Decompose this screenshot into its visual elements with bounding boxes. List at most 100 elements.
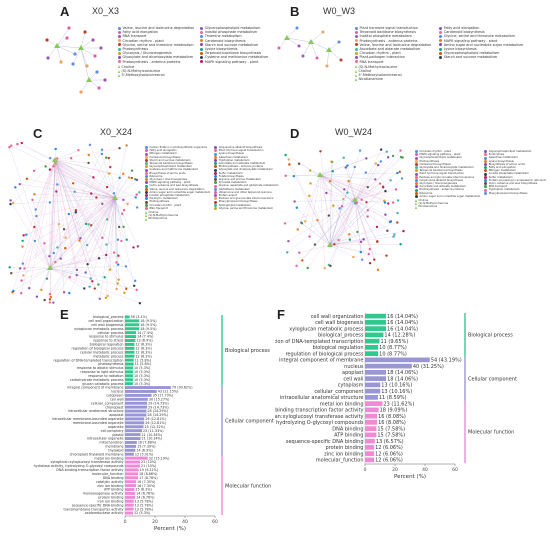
legend-dot-icon	[200, 56, 204, 60]
bar-value-label: 30 (15.27%)	[149, 397, 170, 401]
legend-item: Plant hormone signal transduction	[214, 149, 278, 153]
bar	[125, 346, 135, 350]
legend-dot-icon	[484, 150, 488, 154]
legend-item: Tryptophan metabolism	[484, 188, 546, 192]
legend-item: Ascorbate and aldarate metabolism	[415, 185, 480, 189]
legend-dot-icon	[214, 174, 218, 178]
bar-term-label: membrane-bounded organelle	[73, 421, 124, 425]
bar-value-label: 13 (6.9%)	[136, 339, 153, 343]
bar-value-label: 16 (8.08%)	[378, 414, 406, 420]
legend-item: Glycerophospholipid metabolism	[145, 165, 210, 169]
network-node	[332, 204, 335, 207]
legend-dot-icon	[145, 200, 148, 204]
bar-value-label: 15 (6.3%)	[135, 488, 152, 492]
legend-item-label: Glycolysis / Gluconeogenesis	[419, 182, 458, 186]
legend-item: Photosynthesis - antenna proteins	[118, 60, 194, 64]
network-node	[87, 153, 90, 157]
network-node	[55, 190, 58, 193]
bar-term-label: protein binding	[325, 445, 363, 451]
network-node	[125, 238, 128, 241]
compound-item: 5'-Methoxyisolariciresinol	[355, 73, 545, 77]
category-label: Molecular function	[225, 483, 271, 489]
legend-dot-icon	[484, 172, 488, 176]
network-node	[33, 192, 36, 196]
legend-item: Fatty acid elongation	[145, 149, 210, 153]
legend-item-label: Starch and sucrose metabolism	[204, 42, 259, 47]
legend-dot-icon	[439, 51, 443, 55]
bar	[365, 388, 381, 394]
network-node	[48, 292, 52, 296]
bar-term-label: DNA-binding transcription factor activit…	[275, 408, 364, 414]
bar	[125, 476, 139, 480]
bar-term-label: response to radiation	[88, 374, 123, 378]
network-node	[10, 271, 13, 275]
network-node	[20, 141, 23, 145]
legend-dot-icon	[145, 174, 148, 178]
panel-b-title: W0_W3	[323, 6, 356, 16]
bar	[125, 503, 134, 507]
legend-dot-icon	[484, 162, 488, 166]
compound-triangle-icon	[355, 78, 357, 82]
legend-item-label: Biosynthesis of amino acids	[488, 162, 525, 166]
panel-d: D W0_W24 Circadian rhythm - plant MAPK si…	[275, 120, 550, 305]
bar-value-label: 17 (8.78%)	[139, 476, 158, 480]
bar	[365, 401, 383, 406]
bar	[365, 413, 378, 419]
compound-item: (S)-N-Methylcoclaurine	[145, 214, 273, 218]
network-node	[375, 225, 379, 229]
network-node	[93, 287, 96, 290]
panel-d-label: D	[290, 126, 300, 141]
bar-term-label: intracellular membrane-bounded organelle	[52, 417, 124, 421]
network-node	[83, 287, 86, 290]
legend-dot-icon	[355, 60, 358, 64]
legend-item-label: Lysine biosynthesis	[204, 47, 238, 52]
bar-term-label: intracellular organelle	[87, 437, 124, 441]
network-node	[115, 261, 118, 264]
network-node	[91, 280, 94, 283]
network-node	[387, 202, 390, 205]
bar	[125, 393, 152, 397]
legend-item-label: Ascorbate and aldarate metabolism	[359, 47, 421, 52]
legend-item-label: Circadian rhythm - plant	[149, 203, 182, 207]
network-node	[68, 276, 71, 279]
legend-item-label: Isoquinoline alkaloid biosynthesis	[419, 178, 463, 182]
bar	[125, 397, 148, 401]
legend-item-label: Galactose metabolism	[488, 156, 518, 160]
legend-item-label: RNA transport	[488, 185, 508, 189]
bar-term-label: molecular_function	[92, 472, 124, 476]
bar-term-label: zinc ion binding	[97, 484, 123, 488]
compound-label: (S)-N-Methylcoclaurine	[418, 202, 449, 206]
compound-label: Nicotianamine	[148, 217, 168, 221]
compound-triangle-icon	[118, 73, 120, 77]
network-node	[331, 170, 334, 173]
legend-item-label: Sphingolipid metabolism	[218, 203, 251, 207]
legend-item: Sulfur metabolism	[214, 172, 278, 175]
network-node	[135, 193, 138, 196]
bar-value-label: 13 (6.57%)	[376, 439, 404, 445]
panel-d-legend-col1: Circadian rhythm - plant MAPK signaling p…	[415, 150, 480, 198]
legend-item-label: Photosynthesis	[122, 47, 149, 52]
network-node	[112, 192, 116, 195]
network-node	[300, 221, 304, 225]
legend-item-label: Cutin, suberine and wax biosynthesis	[488, 182, 538, 186]
panel-a-network	[45, 26, 107, 94]
network-node	[43, 298, 46, 302]
legend-item: RNA transport	[355, 60, 431, 64]
legend-item: MAPK signaling pathway - plant	[200, 60, 268, 64]
bar-value-label: 14 (12.28%)	[384, 333, 415, 339]
bar-term-label: biological_process	[318, 333, 364, 339]
bar-value-label: 18 (8.66%)	[139, 472, 158, 476]
panel-f-go-bar-chart: 0 20 40 60 Percent (%) cell wall organization…	[275, 313, 517, 480]
legend-item: Lysine biosynthesis	[439, 47, 523, 51]
legend-item: Sulfur metabolism	[484, 176, 546, 179]
network-node	[16, 142, 19, 146]
network-node	[122, 198, 125, 202]
bar-term-label: biological regulation	[313, 345, 364, 351]
network-node	[126, 202, 129, 206]
bar-value-label: 21 (10%)	[141, 460, 157, 464]
bar	[125, 339, 136, 342]
panel-b-label: B	[290, 4, 300, 19]
legend-item: Photosynthesis - antenna proteins	[415, 188, 480, 192]
network-node	[79, 237, 82, 240]
legend-item: Protein processing in endoplasmic reticu…	[484, 179, 546, 182]
